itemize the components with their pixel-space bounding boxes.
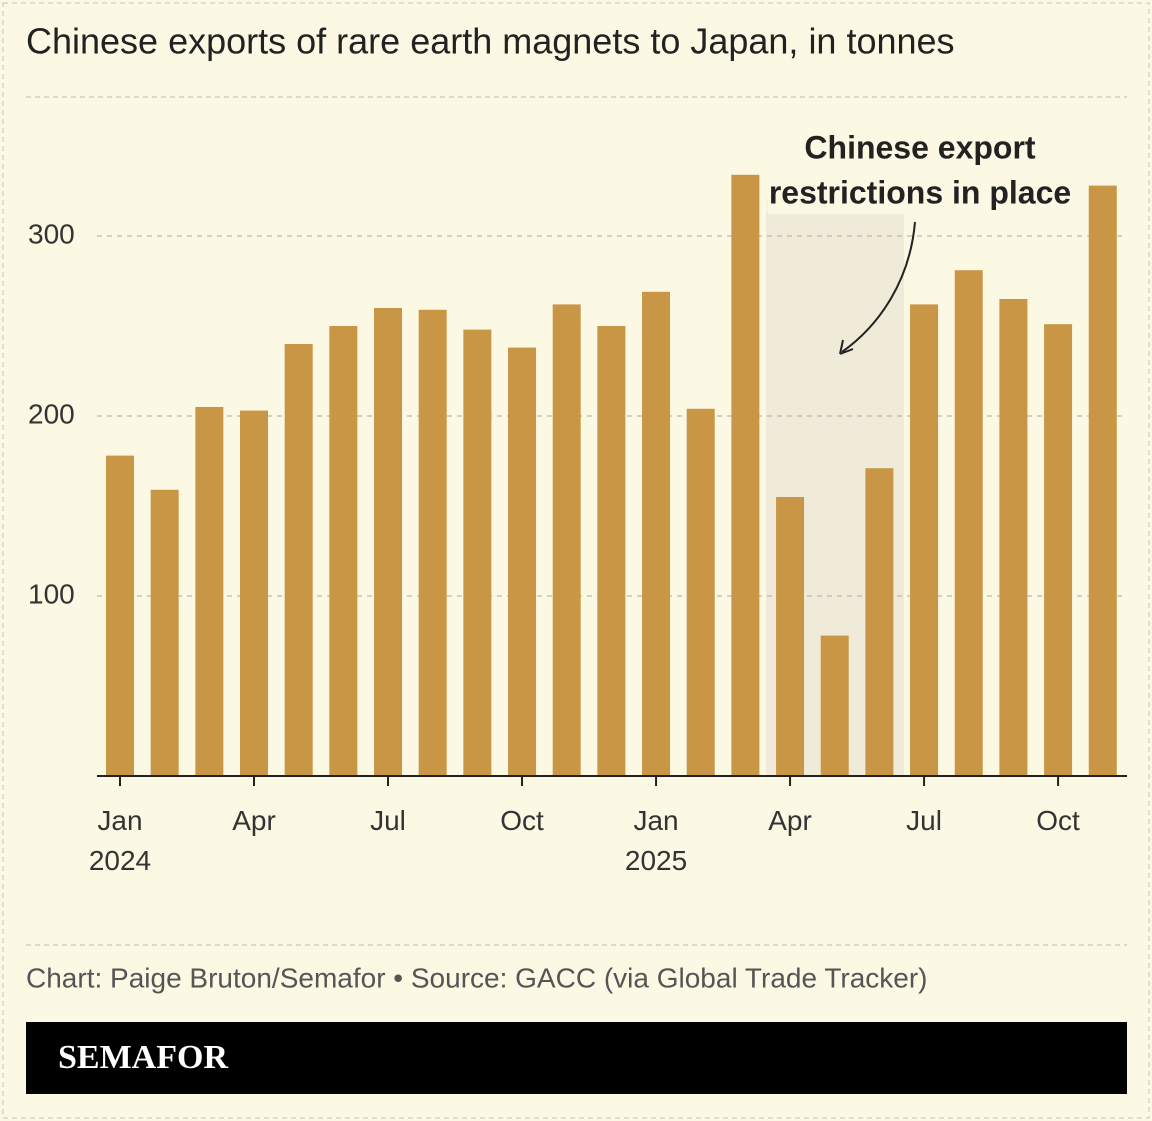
x-tick-label: Jul [906,805,942,836]
source: Chart: Paige Bruton/Semafor • Source: GA… [26,962,928,993]
brand-bar [26,1022,1127,1094]
y-tick-label: 100 [28,578,75,609]
bar [686,408,715,776]
annotation: restrictions in place [769,174,1071,210]
x-tick-label: Jul [370,805,406,836]
bar [284,344,313,776]
bar [776,497,805,776]
bar [1088,185,1117,777]
annotation-bg [768,170,1068,214]
bar [374,308,403,776]
bar [731,174,760,777]
bar [195,407,224,776]
bar [552,304,581,776]
y-tick-label: 200 [28,398,75,429]
bar [999,299,1028,776]
bar [910,304,939,776]
x-tick-label: Oct [500,805,544,836]
bar [597,326,626,776]
x-tick-label: Jan 2025 [625,805,687,876]
bar [508,347,537,776]
annotation: Chinese export [804,129,1036,165]
annotation-arrow [841,221,916,353]
bar [418,309,447,776]
bar [329,326,358,776]
bar [820,635,849,776]
bar [954,270,983,776]
x-tick-label: Jan 2024 [89,805,151,876]
x-tick-label: Apr [768,805,812,836]
arrow-head [839,339,854,355]
bar [106,455,134,776]
x-tick-label: Apr [232,805,276,836]
chart-title: Chinese exports of rare earth magnets to… [26,21,955,62]
x-tick-label: Oct [1036,805,1080,836]
brand: SEMAFOR [58,1039,228,1076]
bar [865,468,894,776]
bar [240,410,269,776]
y-tick-label: 300 [28,218,75,249]
bar [150,489,179,776]
bar [463,329,492,776]
bar [1044,324,1073,776]
bar [642,291,671,776]
